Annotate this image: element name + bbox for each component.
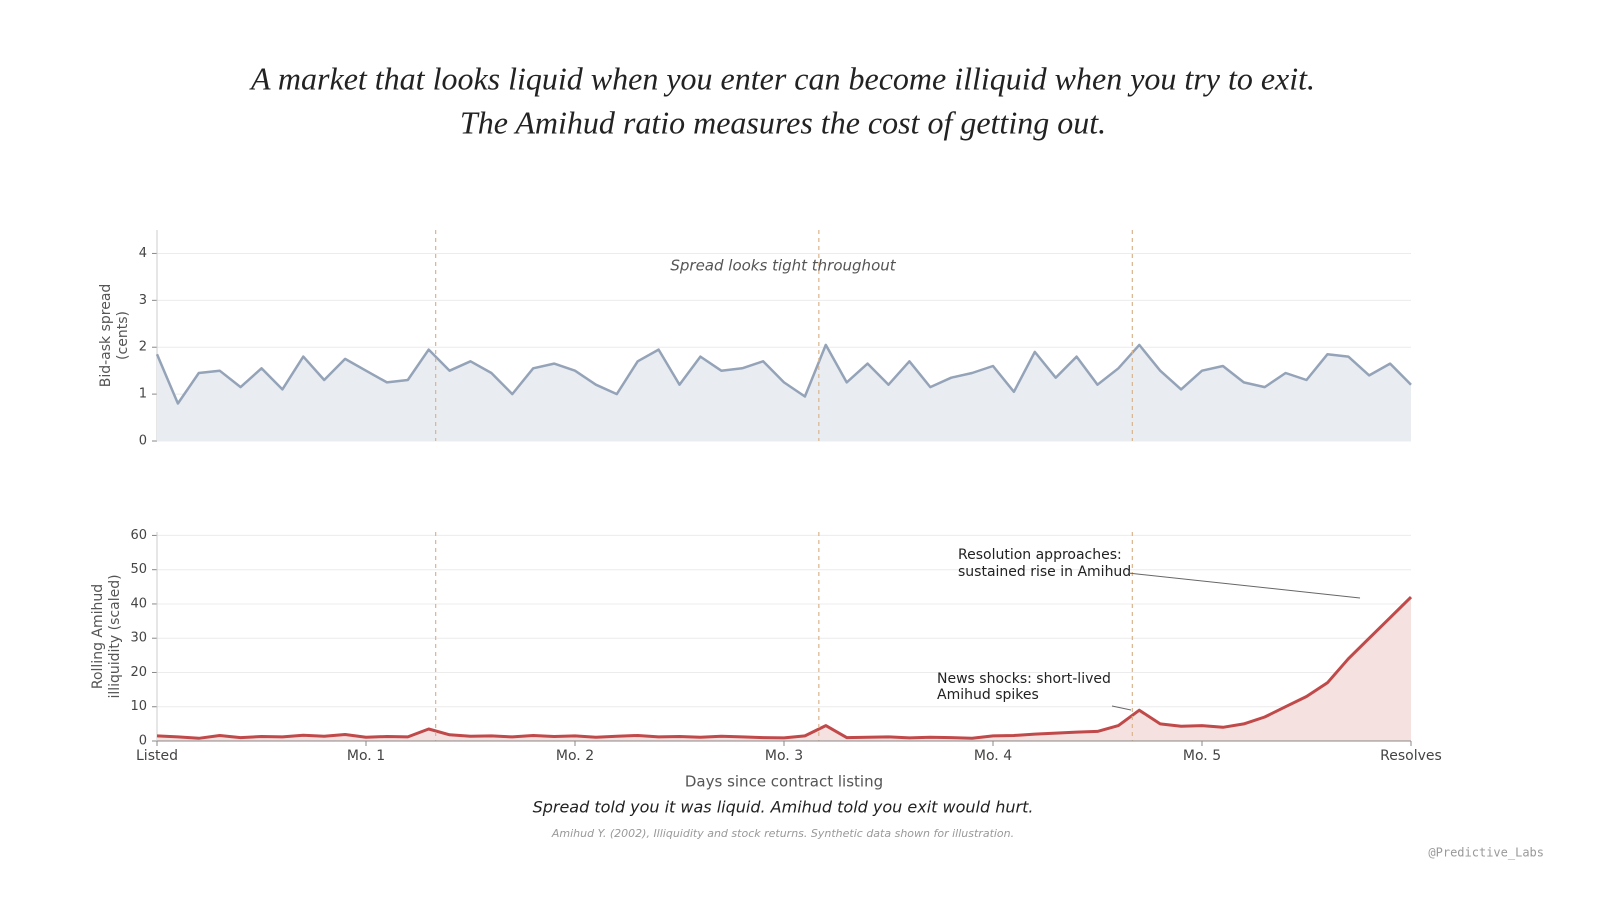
x-tick-label: Mo. 3 xyxy=(765,748,803,764)
y-tick-label: 10 xyxy=(130,699,147,714)
annotation: Spread looks tight throughout xyxy=(670,257,896,275)
x-tick-label: Mo. 1 xyxy=(347,748,385,764)
line xyxy=(156,596,1413,740)
y-tick-label: 50 xyxy=(130,562,147,577)
title-line: A market that looks liquid when you ente… xyxy=(249,60,1315,96)
y-tick-label: 40 xyxy=(130,596,147,611)
annotation-arrow xyxy=(1111,705,1132,711)
x-axis-label: Days since contract listing xyxy=(685,773,883,791)
y-tick-label: 30 xyxy=(130,631,147,646)
y-tick-label: 20 xyxy=(130,665,147,680)
line xyxy=(155,343,1412,405)
title-line: The Amihud ratio measures the cost of ge… xyxy=(460,104,1106,140)
y-tick-label: 0 xyxy=(139,434,147,449)
y-tick-label: 3 xyxy=(139,293,147,308)
text-line: Rolling Amihud xyxy=(90,584,106,689)
source: Amihud Y. (2002), Illiquidity and stock … xyxy=(551,827,1014,840)
area xyxy=(157,597,1411,741)
multi-line-text: Resolution approaches: sustained rise in … xyxy=(958,547,1131,580)
text-line: (cents) xyxy=(115,311,131,360)
annotation-arrow xyxy=(1127,572,1361,599)
area xyxy=(157,344,1411,441)
x-tick-label: Listed xyxy=(136,748,178,764)
y-tick-label: 1 xyxy=(139,387,147,402)
y-tick-label: 4 xyxy=(139,246,147,261)
x-tick-label: Mo. 5 xyxy=(1183,748,1221,764)
x-tick-label: Mo. 4 xyxy=(974,748,1012,764)
y-tick-label: 2 xyxy=(139,340,147,355)
text-line: sustained rise in Amihud xyxy=(958,564,1131,580)
multi-line-text: Rolling Amihudilliquidity (scaled) xyxy=(90,574,123,698)
x-tick-label: Resolves xyxy=(1380,748,1442,764)
watermark: @Predictive_Labs xyxy=(1428,846,1544,860)
text-line: illiquidity (scaled) xyxy=(107,574,123,698)
multi-line-text: Bid-ask spread(cents) xyxy=(98,284,131,388)
multi-line-text: News shocks: short-lived Amihud spikes xyxy=(937,671,1111,703)
text-line: Amihud spikes xyxy=(937,687,1039,703)
text-line: News shocks: short-lived xyxy=(937,671,1111,687)
caption: Spread told you it was liquid. Amihud to… xyxy=(533,798,1034,817)
x-tick-label: Mo. 2 xyxy=(556,748,594,764)
y-tick-label: 0 xyxy=(139,734,147,749)
y-tick-label: 60 xyxy=(130,528,147,543)
text-line: Bid-ask spread xyxy=(98,284,114,388)
text-line: Resolution approaches: xyxy=(958,547,1122,563)
